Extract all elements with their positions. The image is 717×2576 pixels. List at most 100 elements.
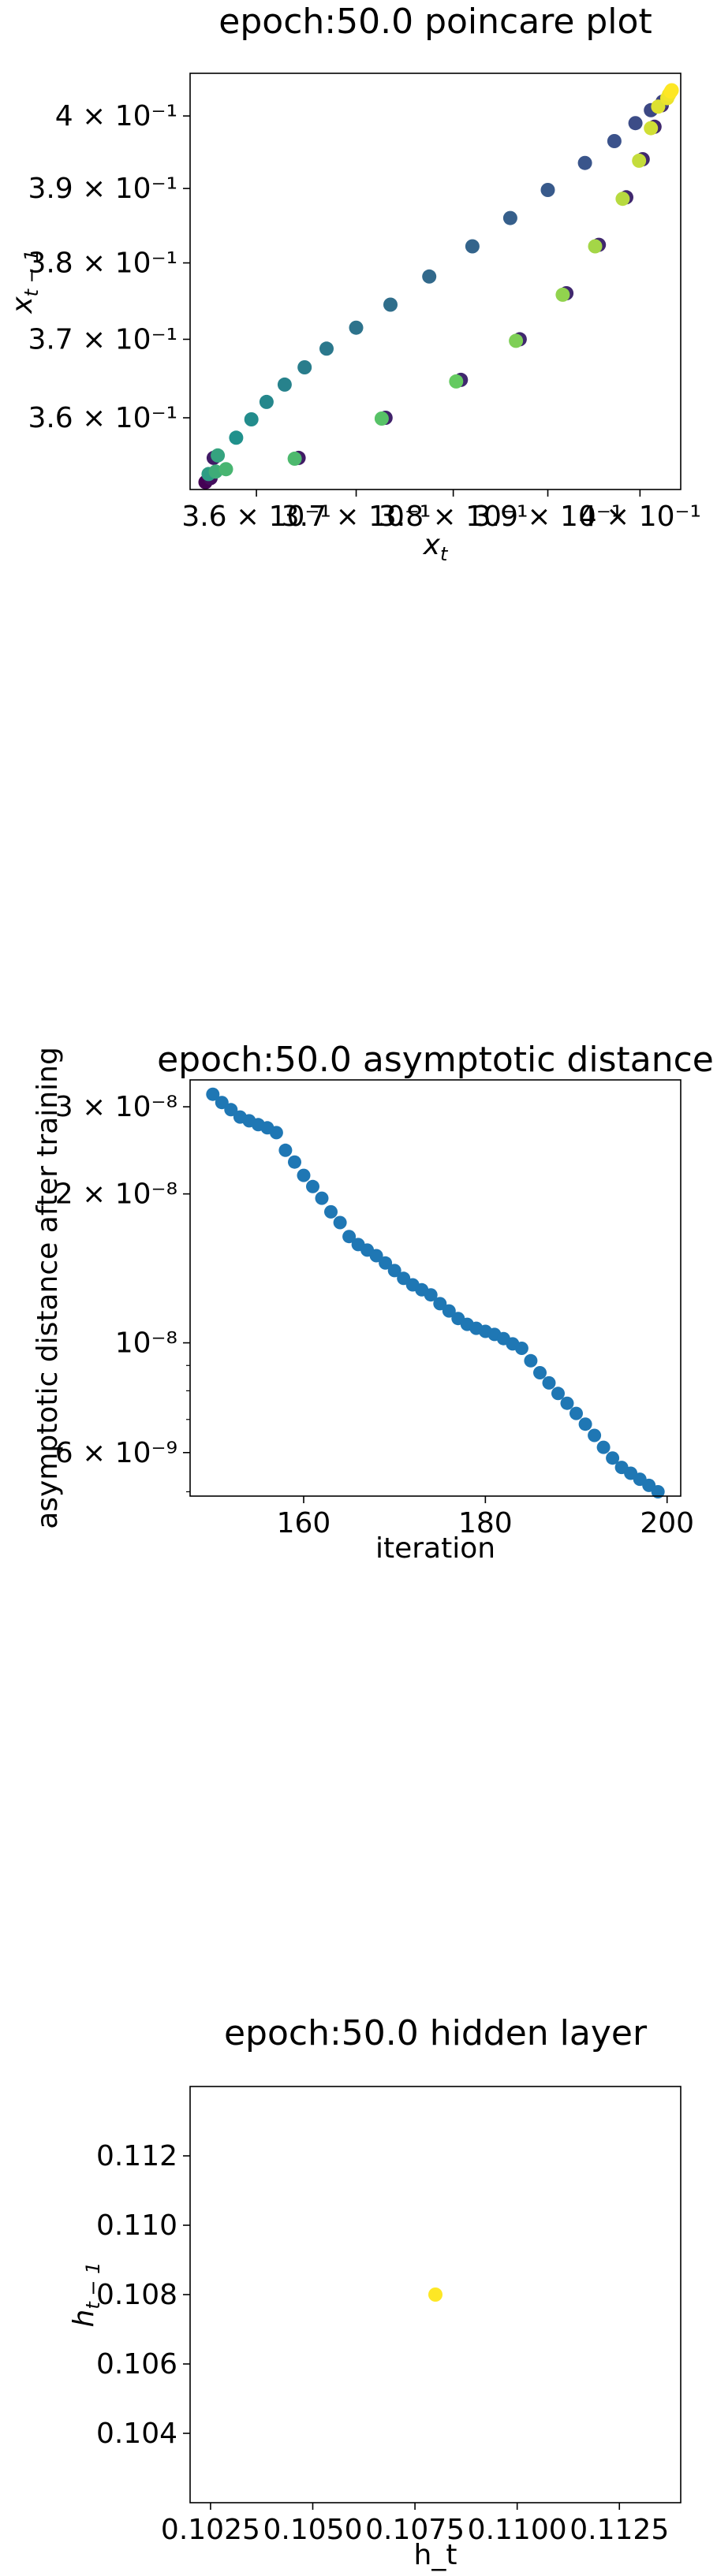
data-point <box>524 1353 538 1368</box>
data-point <box>297 1168 311 1182</box>
scatter-point <box>277 377 292 392</box>
y-tick-label: 10⁻⁸ <box>115 1327 177 1360</box>
scatter-point <box>287 451 302 466</box>
y-axis-label: asymptotic distance after training <box>32 1047 64 1529</box>
scatter-point <box>449 374 464 389</box>
scatter-point <box>502 210 517 225</box>
y-axis-label: xt − 1 <box>6 249 43 314</box>
data-point <box>278 1143 293 1157</box>
data-point <box>533 1366 547 1379</box>
data-point <box>379 1256 393 1270</box>
scatter-point <box>540 183 555 197</box>
poincare-plot-chart: epoch:50.0 poincare plot 3.6 × 10⁻¹3.7 ×… <box>6 2 701 565</box>
y-tick-label: 3.7 × 10⁻¹ <box>28 323 177 356</box>
x-tick-label: 0.1025 <box>161 2514 260 2546</box>
data-point <box>269 1126 283 1140</box>
y-tick-label: 0.108 <box>96 2279 177 2311</box>
scatter-point <box>509 333 524 348</box>
scatter-point <box>319 341 334 356</box>
scatter-point <box>349 320 364 335</box>
y-tick-label: 3.8 × 10⁻¹ <box>28 248 177 280</box>
x-tick-label: 0.1100 <box>468 2514 567 2546</box>
y-tick-label: 4 × 10⁻¹ <box>55 100 177 132</box>
x-tick-label: 160 <box>277 1507 331 1539</box>
scatter-point <box>211 448 226 463</box>
scatter-point <box>229 430 244 445</box>
chart-title: epoch:50.0 hidden layer <box>224 2013 648 2053</box>
data-point <box>433 1297 447 1311</box>
x-axis-label: xt <box>423 529 449 565</box>
scatter-point <box>259 394 274 409</box>
data-point <box>387 1264 401 1278</box>
data-point <box>324 1204 338 1219</box>
x-axis-label: h_t <box>414 2539 457 2571</box>
scatter-point <box>651 99 666 114</box>
data-point <box>578 1417 592 1431</box>
y-tick-label: 0.110 <box>96 2209 177 2242</box>
data-point <box>224 1103 238 1117</box>
x-axis-ticks: 0.1025 0.1050 0.1075 0.1100 0.1125 <box>161 2503 669 2546</box>
scatter-point <box>422 269 437 284</box>
x-axis-ticks: 160 180 200 <box>277 1496 694 1539</box>
data-point <box>551 1387 565 1401</box>
scatter-point <box>588 239 603 254</box>
x-axis-label: iteration <box>375 1532 495 1565</box>
scatter-point <box>374 411 389 426</box>
data-point <box>560 1396 574 1410</box>
data-point <box>424 1288 438 1302</box>
x-tick-label: 0.1050 <box>263 2514 363 2546</box>
x-tick-label: 200 <box>640 1507 694 1539</box>
x-tick-label: 0.1075 <box>365 2514 465 2546</box>
x-axis-ticks: 3.6 × 10⁻¹3.7 × 10⁻¹3.8 × 10⁻¹3.9 × 10⁻¹… <box>181 490 701 533</box>
data-point <box>542 1375 556 1390</box>
data-point <box>651 1485 665 1498</box>
scatter-point <box>555 287 570 302</box>
svg-text:xt − 1: xt − 1 <box>6 249 43 314</box>
y-tick-label: 3 × 10⁻⁸ <box>55 1091 177 1123</box>
y-axis-ticks: 3 × 10⁻⁸ 2 × 10⁻⁸ 10⁻⁸ 6 × 10⁻⁹ <box>55 1091 190 1493</box>
data-point <box>206 1087 220 1101</box>
x-tick-label: 3.7 × 10⁻¹ <box>282 501 431 533</box>
y-tick-label: 3.9 × 10⁻¹ <box>28 173 177 205</box>
y-tick-label: 2 × 10⁻⁸ <box>55 1178 177 1211</box>
plot-area-points <box>198 83 679 490</box>
scatter-point <box>465 239 480 254</box>
scatter-point <box>615 192 630 207</box>
data-point <box>288 1155 301 1169</box>
data-point <box>569 1406 583 1420</box>
scatter-point <box>664 83 679 98</box>
y-tick-label: 6 × 10⁻⁹ <box>55 1437 177 1469</box>
x-tick-label: 4 × 10⁻¹ <box>579 501 701 533</box>
x-tick-label: 3.9 × 10⁻¹ <box>473 501 623 533</box>
y-tick-label: 0.112 <box>96 2140 177 2172</box>
y-axis-label: ht − 1 <box>68 2262 104 2328</box>
y-axis-ticks: 3.6 × 10⁻¹ 3.7 × 10⁻¹ 3.8 × 10⁻¹ 3.9 × 10⁻¹… <box>28 100 190 434</box>
data-point <box>596 1440 611 1454</box>
data-point <box>215 1096 229 1110</box>
y-tick-label: 0.106 <box>96 2348 177 2381</box>
x-tick-label: 180 <box>458 1507 513 1539</box>
scatter-point <box>644 121 659 136</box>
scatter-point <box>632 153 647 168</box>
y-axis-ticks: 0.104 0.106 0.108 0.110 0.112 <box>96 2140 190 2450</box>
data-point <box>442 1304 456 1318</box>
scatter-point <box>297 360 312 374</box>
data-point <box>514 1342 528 1355</box>
chart-title: epoch:50.0 poincare plot <box>218 2 652 42</box>
scatter-point <box>383 297 398 312</box>
plot-frame <box>189 1079 682 1497</box>
plot-area-points <box>206 1087 665 1498</box>
x-tick-label: 3.8 × 10⁻¹ <box>379 501 528 533</box>
data-point <box>588 1428 602 1442</box>
hidden-layer-chart: epoch:50.0 hidden layer 0.1025 0.1050 0.10… <box>68 2013 682 2571</box>
asymptotic-distance-chart: epoch:50.0 asymptotic distance 160 180 200… <box>32 1040 714 1565</box>
chart-title: epoch:50.0 asymptotic distance <box>157 1040 714 1080</box>
x-tick-label: 0.1125 <box>569 2514 669 2546</box>
svg-text:ht − 1: ht − 1 <box>68 2262 104 2328</box>
x-tick-label: 3.6 × 10⁻¹ <box>181 501 331 533</box>
data-point <box>606 1451 620 1465</box>
data-point <box>306 1179 319 1193</box>
data-point <box>342 1230 357 1244</box>
scatter-point <box>607 134 622 148</box>
